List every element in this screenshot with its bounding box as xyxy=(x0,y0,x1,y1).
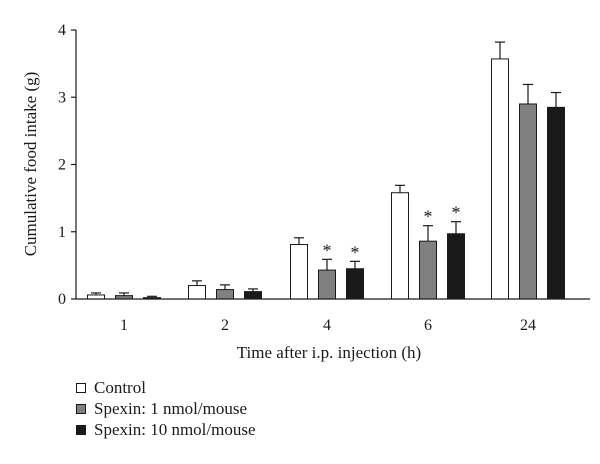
x-axis-label: Time after i.p. injection (h) xyxy=(237,343,421,362)
y-tick-label: 2 xyxy=(58,157,66,174)
legend-label-spexin-10: Spexin: 10 nmol/mouse xyxy=(94,419,256,439)
x-tick-label: 2 xyxy=(221,317,229,334)
legend-swatch-spexin-10 xyxy=(76,424,86,435)
bar xyxy=(491,58,509,300)
legend-label-spexin-1: Spexin: 1 nmol/mouse xyxy=(94,398,247,418)
bar xyxy=(519,103,537,300)
bar xyxy=(419,240,437,300)
legend-item-spexin-1: Spexin: 1 nmol/mouse xyxy=(76,398,256,419)
bar xyxy=(216,289,234,300)
x-tick-label: 6 xyxy=(424,317,432,334)
chart-legend: Control Spexin: 1 nmol/mouse Spexin: 10 … xyxy=(76,377,256,440)
bar xyxy=(447,233,465,300)
chart-marks: * * * * xyxy=(87,41,565,300)
bar xyxy=(188,285,206,300)
significance-marker: * xyxy=(351,242,360,262)
x-tick-label: 4 xyxy=(323,317,331,334)
y-tick-label: 4 xyxy=(58,22,66,39)
y-axis-label: Cumulative food intake (g) xyxy=(21,72,40,257)
legend-swatch-control xyxy=(76,382,86,393)
significance-marker: * xyxy=(452,203,461,223)
legend-label-control: Control xyxy=(94,377,146,397)
y-tick-label: 0 xyxy=(58,291,66,308)
bar xyxy=(318,269,336,300)
x-tick-label: 1 xyxy=(120,317,128,334)
significance-marker: * xyxy=(323,240,332,260)
legend-item-control: Control xyxy=(76,377,256,398)
bar xyxy=(391,192,409,300)
y-axis-ticks: 0 1 2 3 4 xyxy=(58,22,76,308)
x-tick-label: 24 xyxy=(520,317,536,334)
significance-marker: * xyxy=(424,207,433,227)
bar xyxy=(547,106,565,300)
bar xyxy=(290,244,308,300)
bar xyxy=(244,291,262,300)
y-tick-label: 1 xyxy=(58,224,66,241)
legend-swatch-spexin-1 xyxy=(76,403,86,414)
legend-item-spexin-10: Spexin: 10 nmol/mouse xyxy=(76,419,256,440)
bar xyxy=(346,268,364,300)
bar xyxy=(87,294,105,300)
y-tick-label: 3 xyxy=(58,89,66,106)
x-axis-ticks: 1 2 4 6 24 xyxy=(120,317,536,334)
